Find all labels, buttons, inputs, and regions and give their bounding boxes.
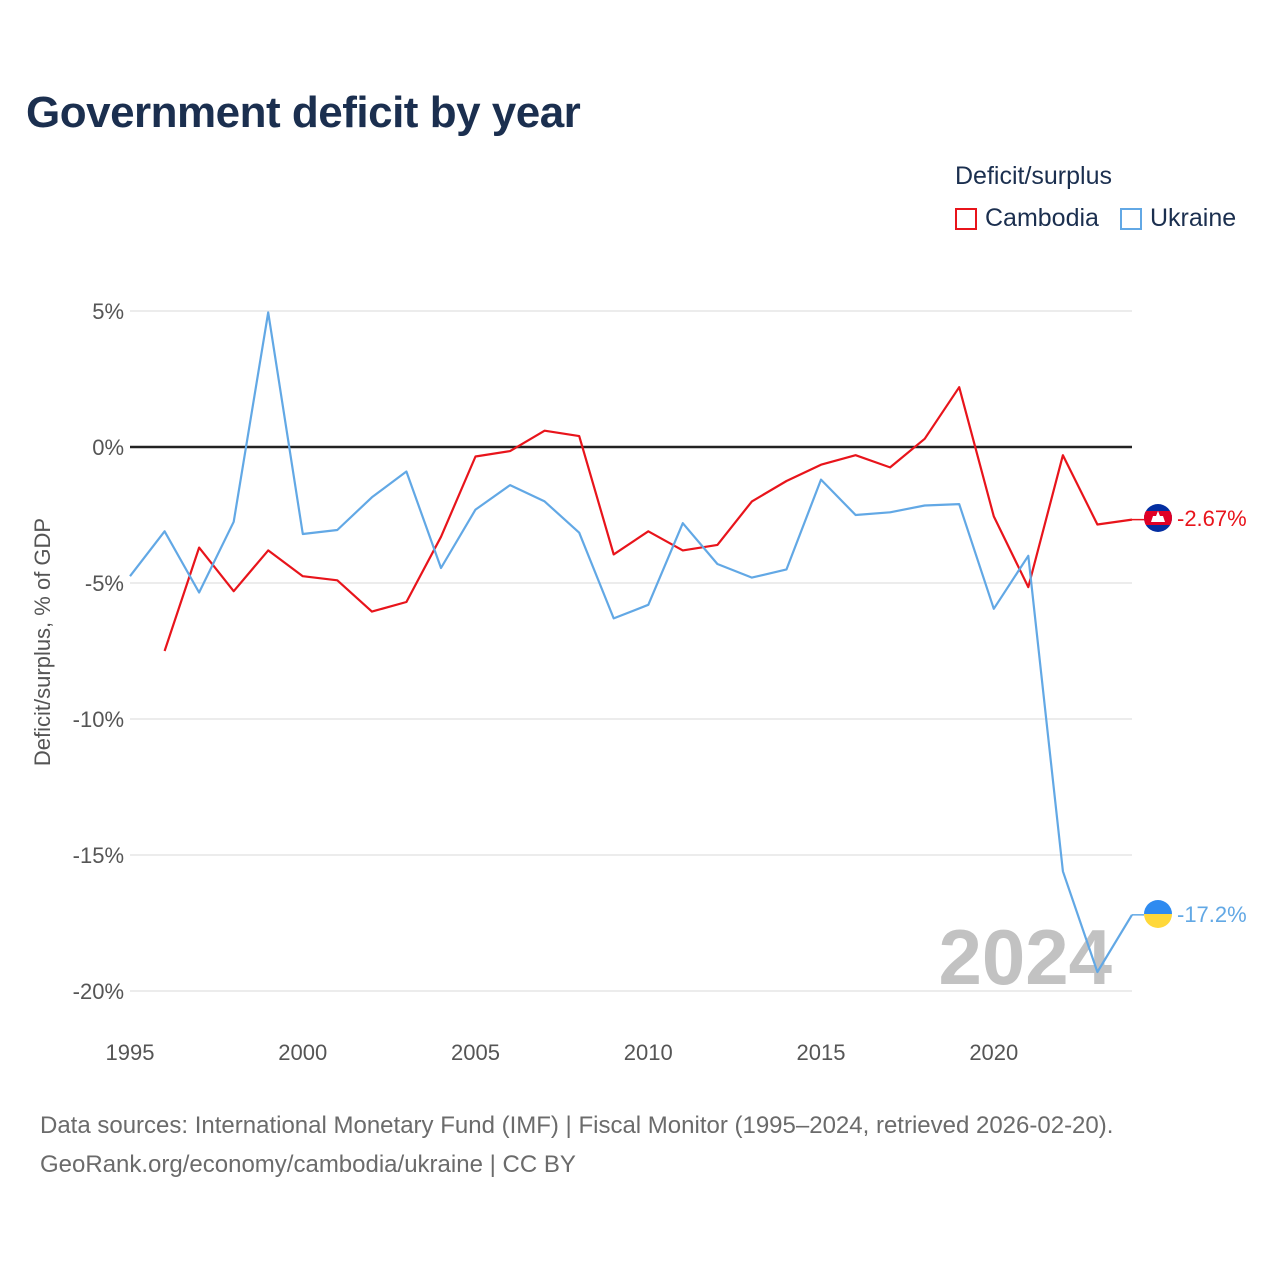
data-sources: Data sources: International Monetary Fun… bbox=[40, 1106, 1113, 1184]
cambodia-flag-icon bbox=[1144, 504, 1172, 532]
x-tick-label: 2020 bbox=[969, 1040, 1018, 1065]
legend-label-cambodia: Cambodia bbox=[985, 204, 1099, 232]
line-chart: Deficit/surplus, % of GDP 5% 0% -5% -10% -15… bbox=[30, 299, 1247, 1065]
x-tick-label: 2015 bbox=[797, 1040, 846, 1065]
legend-item-ukraine[interactable]: Ukraine bbox=[1120, 204, 1236, 233]
y-axis-label: Deficit/surplus, % of GDP bbox=[30, 518, 55, 766]
y-tick-label: -15% bbox=[73, 843, 124, 868]
y-tick-label: -10% bbox=[73, 707, 124, 732]
series-layer bbox=[129, 311, 1144, 974]
gridlines bbox=[130, 310, 1132, 992]
series-line-cambodia[interactable] bbox=[163, 386, 1133, 652]
chart-title: Government deficit by year bbox=[26, 88, 581, 137]
y-tick-label: -5% bbox=[85, 571, 124, 596]
year-watermark: 2024 bbox=[938, 913, 1112, 1001]
x-tick-label: 2010 bbox=[624, 1040, 673, 1065]
legend-swatch-cambodia bbox=[955, 207, 977, 230]
y-tick-labels: 5% 0% -5% -10% -15% -20% bbox=[73, 299, 124, 1004]
ukraine-end-label: -17.2% bbox=[1177, 902, 1247, 927]
legend-swatch-ukraine bbox=[1120, 207, 1142, 230]
cambodia-end-label: -2.67% bbox=[1177, 506, 1247, 531]
y-tick-label: -20% bbox=[73, 979, 124, 1004]
sources-line-1: Data sources: International Monetary Fun… bbox=[40, 1112, 1114, 1139]
series-line-ukraine[interactable] bbox=[129, 311, 1133, 974]
legend-label-ukraine: Ukraine bbox=[1150, 204, 1237, 232]
legend-item-cambodia[interactable]: Cambodia bbox=[955, 204, 1099, 233]
x-tick-labels: 1995 2000 2005 2010 2015 2020 bbox=[106, 1040, 1019, 1065]
legend-title: Deficit/surplus bbox=[955, 162, 1112, 190]
x-tick-label: 2000 bbox=[278, 1040, 327, 1065]
x-tick-label: 2005 bbox=[451, 1040, 500, 1065]
sources-line-2[interactable]: GeoRank.org/economy/cambodia/ukraine | C… bbox=[40, 1151, 576, 1178]
x-tick-label: 1995 bbox=[106, 1040, 155, 1065]
y-tick-label: 0% bbox=[92, 435, 124, 460]
ukraine-flag-icon bbox=[1144, 900, 1172, 928]
y-tick-label: 5% bbox=[92, 299, 124, 324]
